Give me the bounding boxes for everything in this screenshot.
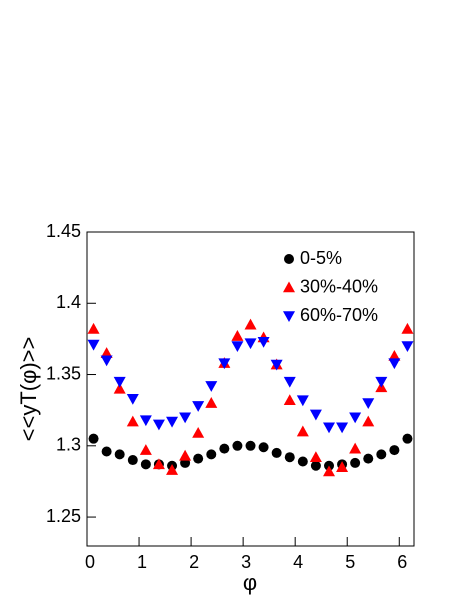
x-tick-label: 2 (189, 552, 199, 572)
marker (245, 440, 256, 451)
legend-label: 30%-40% (300, 276, 378, 296)
marker (166, 464, 179, 475)
y-tick-label: 1.4 (56, 292, 81, 312)
marker (126, 393, 139, 405)
marker (231, 341, 244, 353)
marker (219, 443, 230, 454)
y-tick-label: 1.3 (56, 435, 81, 455)
marker (192, 426, 205, 438)
marker (127, 455, 138, 466)
marker (336, 422, 349, 434)
marker (388, 350, 401, 361)
y-tick-label: 1.35 (46, 363, 81, 383)
marker (87, 339, 100, 351)
marker (139, 444, 152, 455)
marker (376, 449, 387, 460)
legend-label: 0-5% (300, 248, 342, 268)
x-axis-label: φ (243, 570, 257, 595)
marker (140, 459, 151, 470)
marker (401, 341, 414, 353)
marker (349, 442, 362, 454)
marker (362, 415, 375, 427)
marker (244, 318, 257, 330)
marker (336, 461, 349, 472)
marker (258, 442, 269, 453)
marker (206, 449, 217, 460)
marker (283, 281, 295, 293)
marker (283, 376, 296, 388)
marker (323, 422, 336, 434)
marker (270, 359, 283, 371)
x-tick-label: 6 (397, 552, 407, 572)
marker (309, 409, 322, 421)
marker (257, 336, 270, 348)
marker (113, 382, 126, 394)
marker (152, 458, 165, 470)
marker (296, 425, 309, 437)
marker (350, 457, 361, 468)
marker (192, 401, 205, 412)
marker (363, 453, 374, 464)
marker (402, 433, 413, 444)
marker (231, 330, 244, 341)
marker (244, 338, 257, 350)
marker (362, 398, 375, 410)
marker (283, 311, 295, 322)
marker (296, 395, 309, 407)
marker (179, 412, 192, 424)
x-tick-label: 0 (85, 552, 95, 572)
y-tick-label: 1.25 (46, 506, 81, 526)
marker (87, 322, 100, 334)
plot-frame (86, 231, 415, 547)
y-tick-label: 1.45 (46, 221, 81, 241)
marker (349, 412, 362, 424)
x-tick-label: 3 (241, 552, 251, 572)
x-tick-label: 4 (293, 552, 303, 572)
marker (126, 415, 139, 427)
marker (166, 416, 179, 428)
marker (297, 456, 308, 467)
marker (375, 376, 388, 388)
marker (218, 358, 231, 370)
marker (323, 465, 336, 477)
marker (205, 397, 218, 408)
marker (284, 452, 295, 463)
marker (205, 381, 218, 392)
marker (284, 254, 294, 264)
marker (152, 419, 165, 431)
marker (114, 449, 125, 460)
marker (113, 376, 126, 388)
marker (101, 446, 112, 457)
marker (388, 358, 401, 370)
marker (310, 460, 321, 471)
marker (88, 433, 99, 444)
marker (179, 449, 192, 461)
marker (401, 322, 414, 334)
marker (139, 415, 152, 427)
marker (193, 453, 204, 464)
x-tick-label: 5 (345, 552, 355, 572)
marker (309, 451, 322, 463)
marker (283, 394, 296, 405)
x-tick-label: 1 (137, 552, 147, 572)
marker (389, 445, 400, 456)
marker (100, 355, 113, 367)
y-axis-label: <<yT(φ)>> (16, 337, 41, 442)
marker (232, 440, 243, 451)
marker (100, 347, 113, 358)
marker (271, 447, 282, 458)
legend-label: 60%-70% (300, 305, 378, 325)
